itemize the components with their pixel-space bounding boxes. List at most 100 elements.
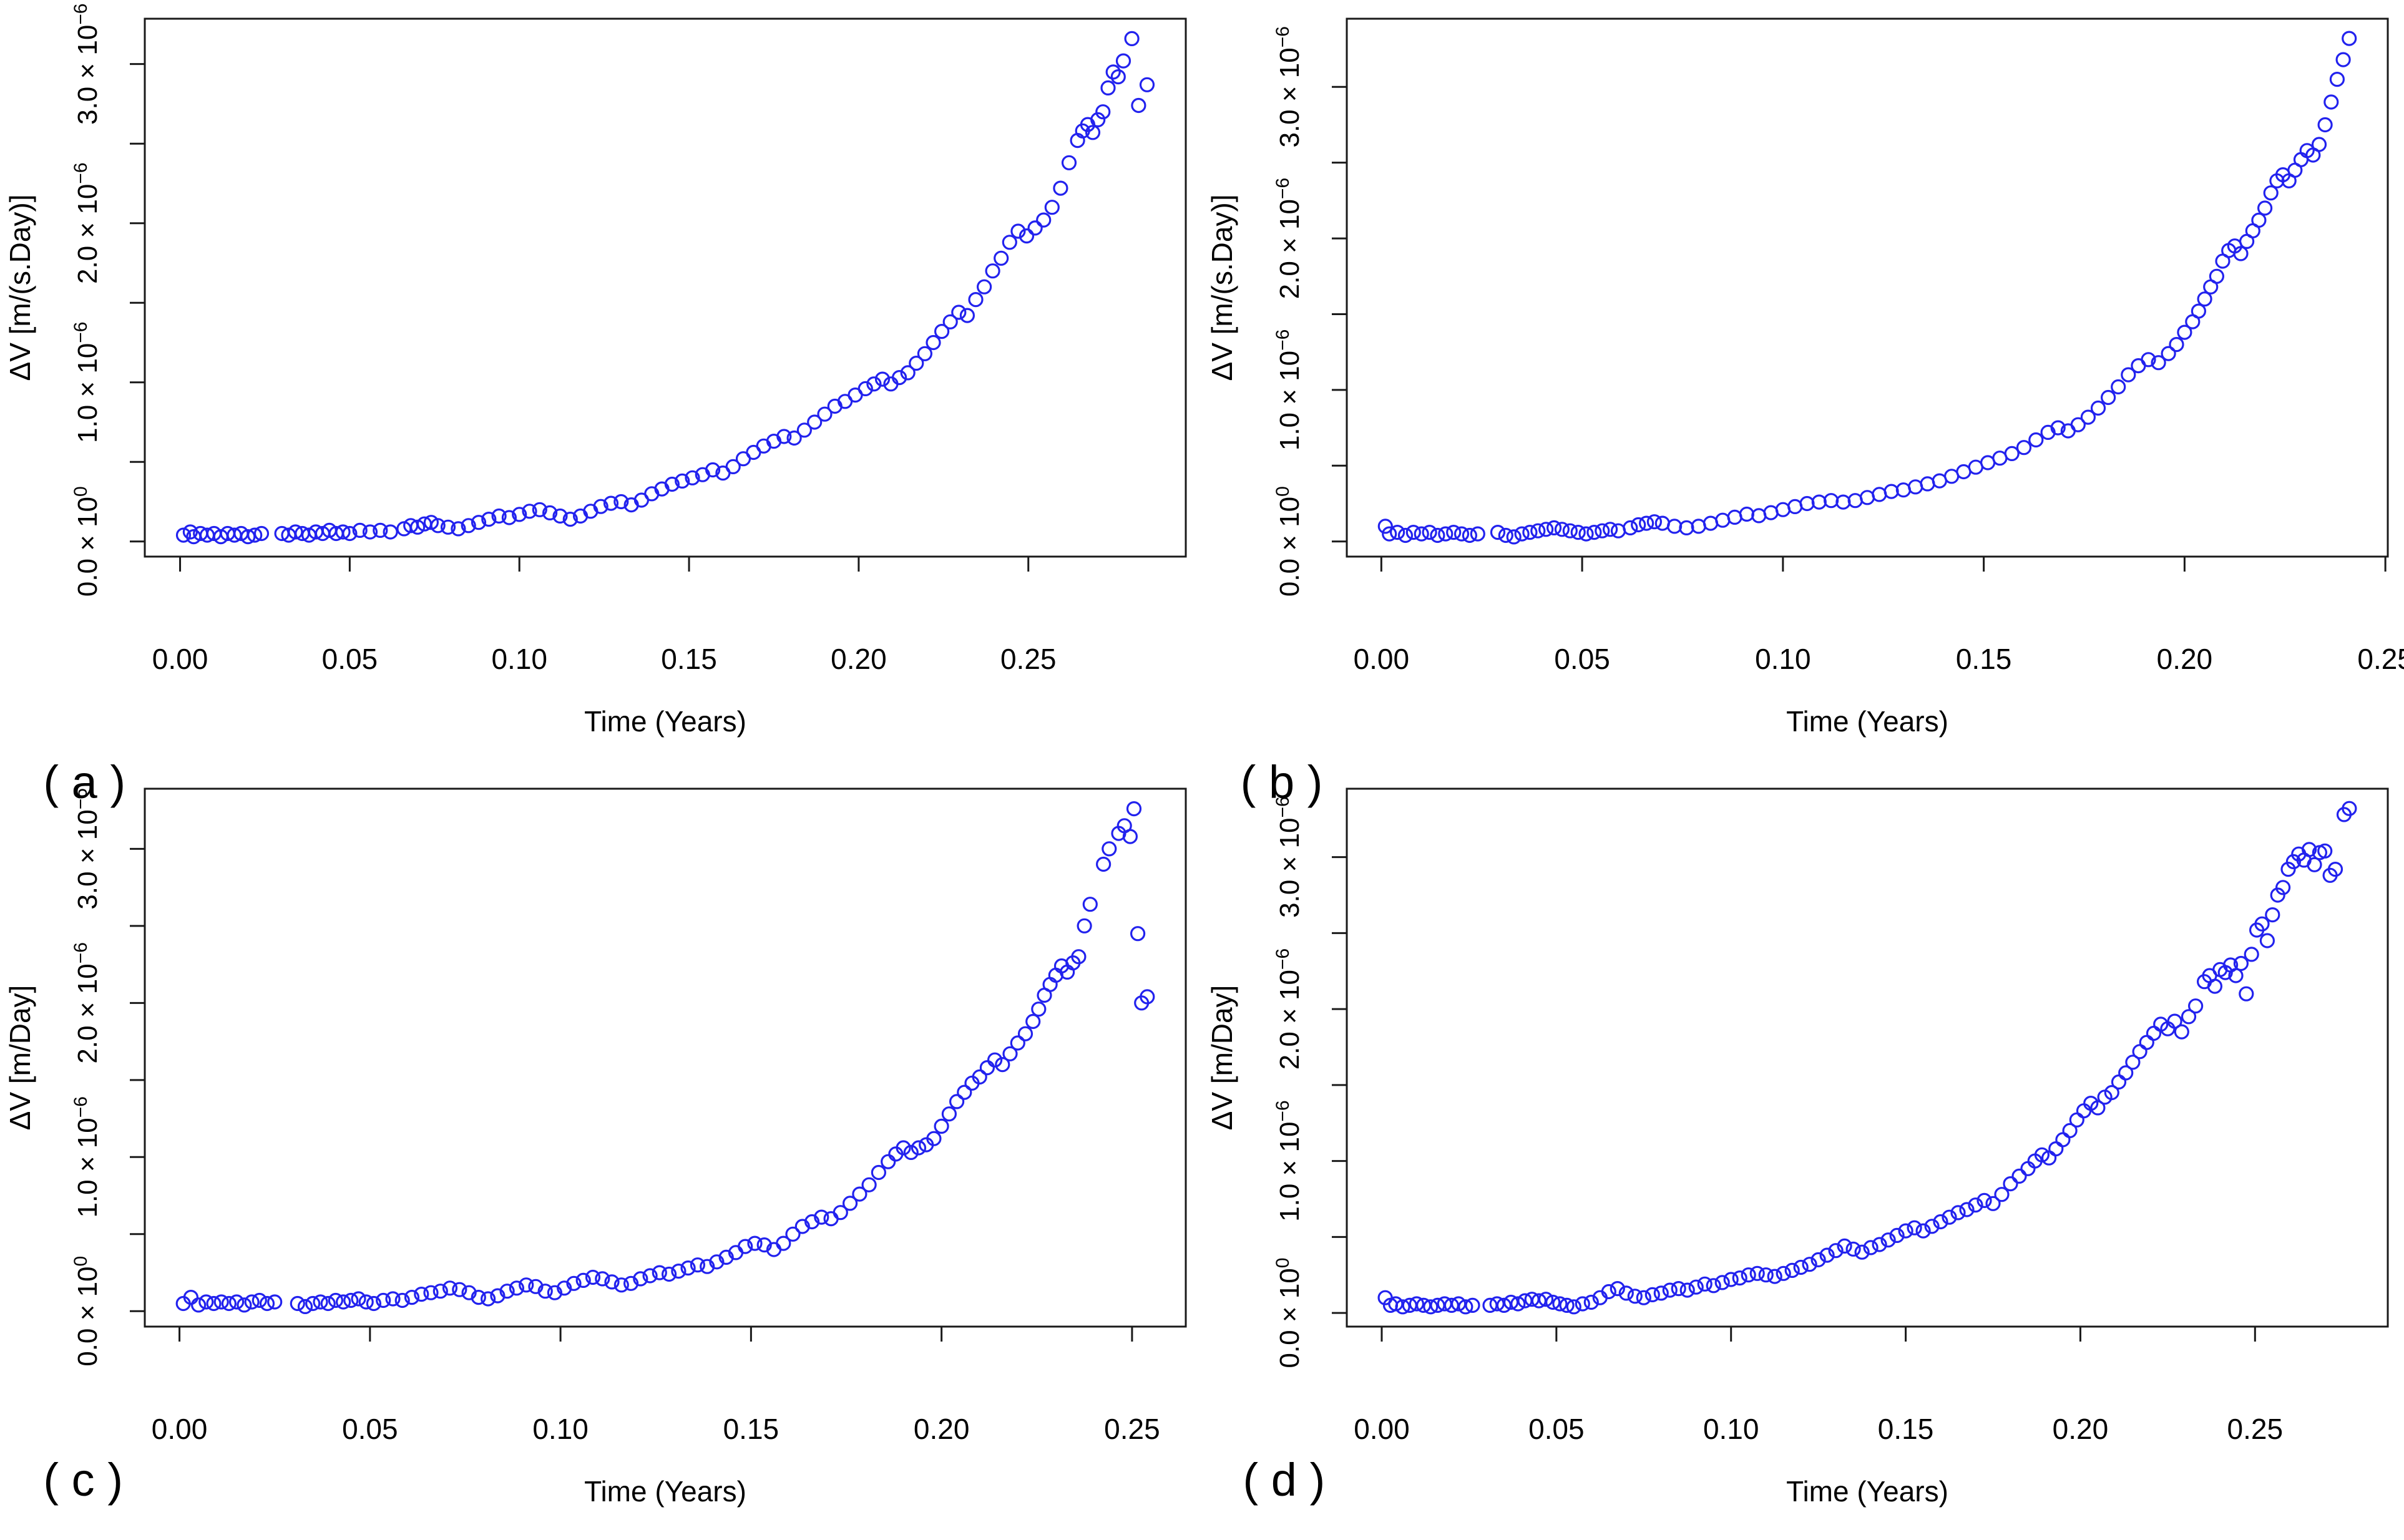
y-axis-ticks: 0.0 × 100 1.0 × 10−6 2.0 × 10−6 3.0 × 10−6 (71, 3, 145, 597)
data-points (1377, 31, 2357, 545)
plot-box (1346, 17, 2389, 558)
x-tick-label: 0.25 (2227, 1413, 2284, 1445)
x-tick-label: 0.10 (532, 1413, 589, 1445)
data-point (1845, 1241, 1861, 1257)
data-point (1570, 524, 1586, 540)
data-point (994, 250, 1009, 266)
data-point (328, 1292, 344, 1309)
data-point (358, 1294, 374, 1310)
data-point (2070, 417, 2086, 432)
data-point (2139, 1035, 2154, 1050)
data-point (1002, 235, 1017, 250)
data-point (229, 1294, 245, 1310)
data-point (593, 499, 608, 514)
data-point (253, 525, 270, 542)
data-point (385, 1291, 401, 1307)
data-point (756, 1237, 772, 1253)
data-point (1863, 1240, 1879, 1255)
data-point (1727, 509, 1742, 525)
scatter-plot-d: 0.00 0.05 0.10 0.15 0.20 0.25 0.0 × 100 1.0 × 1… (1206, 787, 2389, 1508)
data-point (2301, 842, 2317, 857)
data-point (804, 1214, 820, 1230)
data-point (1601, 1284, 1616, 1300)
data-point (1017, 1026, 1033, 1041)
x-tick-label: 0.15 (723, 1413, 779, 1445)
data-point (1397, 527, 1414, 543)
data-point (1105, 64, 1121, 80)
data-point (858, 381, 873, 397)
data-point (1776, 1265, 1791, 1281)
y-tick-label: 1.0 × 10−6 (71, 1096, 103, 1217)
data-point (575, 1272, 591, 1289)
data-point (2111, 1074, 2127, 1090)
data-point (2307, 857, 2322, 872)
y-axis-ticks: 0.0 × 100 1.0 × 10−6 2.0 × 10−6 3.0 × 10−6 (1273, 796, 1347, 1368)
data-point (1489, 1296, 1505, 1312)
data-point (987, 1052, 1003, 1068)
scatter-plot-c: 0.00 0.05 0.10 0.15 0.20 0.25 0.0 × 100 1.0 × 1… (4, 787, 1187, 1508)
data-point (718, 1249, 734, 1265)
data-point (874, 371, 891, 387)
data-point (519, 1277, 534, 1293)
data-point (432, 1284, 448, 1299)
data-point (1139, 77, 1155, 92)
y-axis-title: ΔV [m/(s.Day)] (4, 194, 36, 381)
data-point (1578, 526, 1594, 542)
data-point (603, 495, 619, 511)
data-point (1538, 522, 1554, 537)
data-points (175, 31, 1155, 545)
data-point (985, 263, 1000, 279)
data-point (747, 1235, 763, 1251)
data-point (1671, 1280, 1686, 1297)
data-point (1654, 515, 1670, 531)
data-point (1409, 1296, 1424, 1312)
plot-box (144, 17, 1187, 558)
data-point (871, 1164, 887, 1181)
data-point (976, 279, 992, 295)
x-tick-label: 0.05 (342, 1413, 398, 1445)
x-axis-title: Time (Years) (584, 705, 746, 738)
data-point (934, 323, 950, 339)
y-tick-label: 3.0 × 10−6 (1273, 26, 1305, 147)
y-tick-label: 0.0 × 100 (71, 486, 103, 597)
data-point (2028, 432, 2044, 448)
data-point (738, 1239, 753, 1254)
data-point (342, 525, 358, 542)
data-point (1530, 523, 1546, 539)
data-point (1714, 1275, 1730, 1290)
data-point (2100, 389, 2116, 406)
data-point (1562, 523, 1578, 539)
data-point (1646, 514, 1663, 530)
data-point (2311, 137, 2327, 152)
data-point (335, 524, 351, 540)
data-point (2141, 352, 2156, 368)
y-tick-label: 2.0 × 10−6 (1273, 948, 1305, 1070)
x-axis-ticks: 0.00 0.05 0.10 0.15 0.20 0.25 (152, 557, 1056, 675)
data-point (440, 519, 456, 535)
data-points (175, 801, 1155, 1315)
scatter-plot-b: 0.00 0.05 0.10 0.15 0.20 0.25 0.0 × 100 1.0 × 1… (1206, 17, 2404, 738)
data-point (794, 1219, 810, 1234)
data-point (1414, 526, 1429, 542)
data-point (2050, 420, 2066, 436)
data-point (1847, 493, 1863, 509)
data-point (244, 1294, 260, 1310)
data-point (1559, 1297, 1575, 1313)
data-point (1503, 1294, 1519, 1310)
data-point (1077, 918, 1092, 933)
data-point (404, 1289, 420, 1305)
data-point (1490, 524, 1506, 540)
data-point (1444, 1297, 1459, 1313)
data-point (652, 1265, 667, 1280)
data-point (1422, 524, 1437, 540)
data-point (1465, 1297, 1480, 1313)
y-axis-title: ΔV [m/(s.Day)] (1206, 194, 1238, 381)
data-point (2327, 862, 2343, 877)
data-point (1691, 519, 1706, 534)
x-tick-label: 0.05 (322, 643, 378, 675)
data-point (1462, 527, 1477, 543)
data-point (2016, 440, 2032, 456)
data-point (1027, 220, 1043, 236)
data-point (2280, 862, 2296, 877)
x-axis-title: Time (Years) (1786, 705, 1948, 738)
